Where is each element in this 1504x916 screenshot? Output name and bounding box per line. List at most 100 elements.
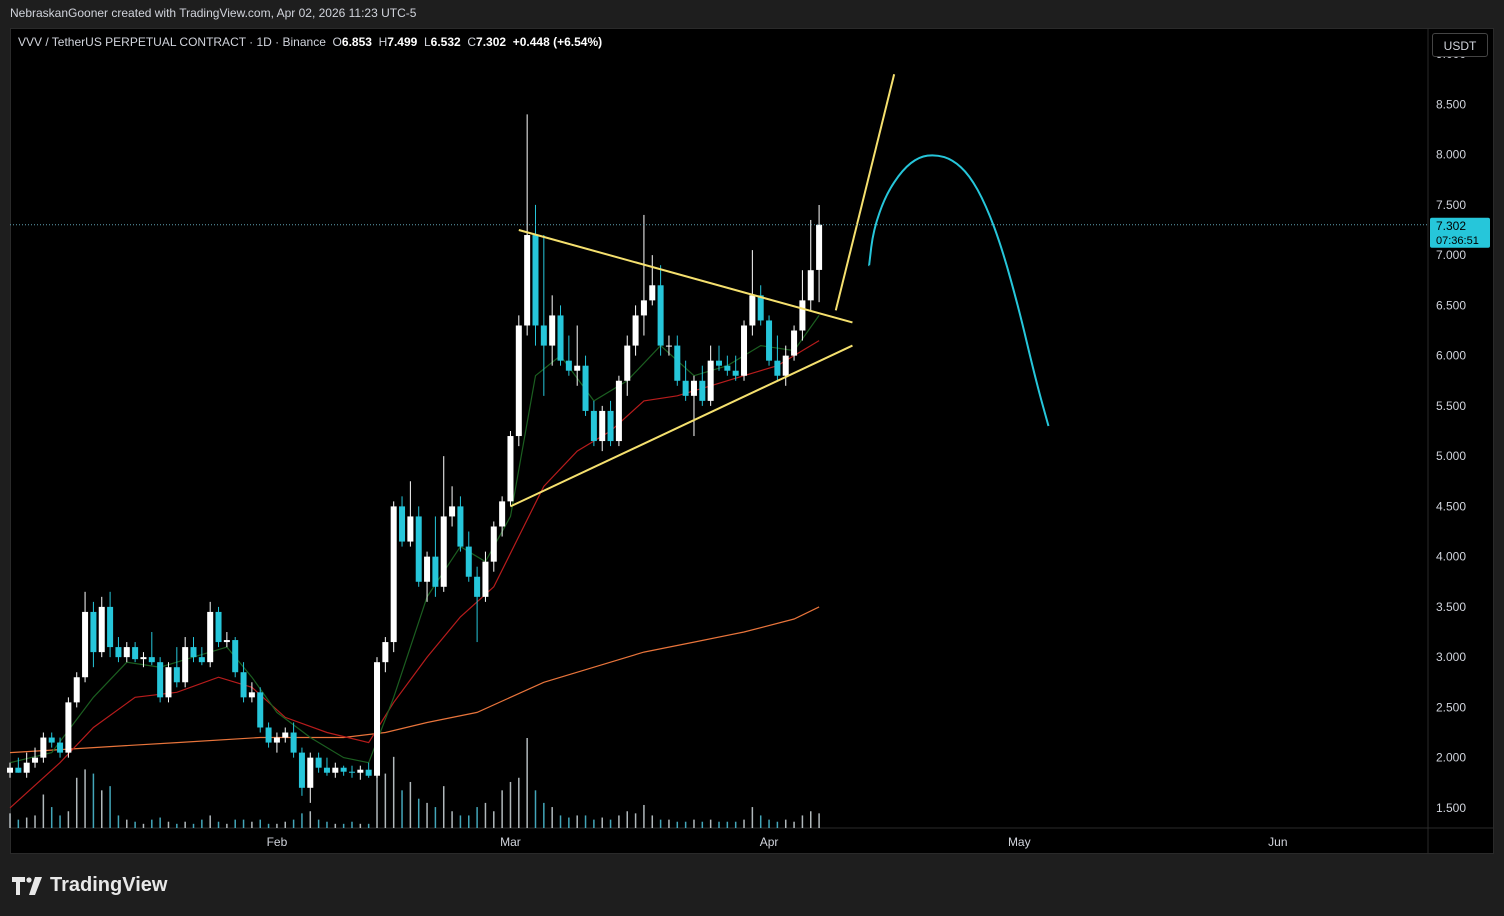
drawings[interactable] — [10, 73, 1428, 508]
candle-body[interactable] — [640, 300, 647, 316]
candle-body[interactable] — [757, 295, 764, 321]
candle-body[interactable] — [766, 320, 773, 361]
brand-logo[interactable]: TradingView — [12, 874, 167, 897]
candle-body[interactable] — [98, 606, 105, 653]
candle-body[interactable] — [615, 380, 622, 442]
candle-body[interactable] — [115, 647, 122, 658]
trendline[interactable] — [510, 344, 853, 508]
price-axis[interactable]: 9.0008.5008.0007.5007.0006.5006.0005.500… — [1436, 47, 1466, 815]
candle-body[interactable] — [273, 737, 280, 743]
candle-body[interactable] — [807, 270, 814, 301]
candles[interactable] — [6, 114, 823, 803]
candle-body[interactable] — [499, 501, 506, 527]
candle-body[interactable] — [73, 677, 80, 703]
candle-body[interactable] — [198, 657, 205, 663]
candle-body[interactable] — [340, 767, 347, 772]
candle-body[interactable] — [665, 345, 672, 347]
candle-body[interactable] — [749, 295, 756, 326]
candle-body[interactable] — [248, 692, 255, 698]
candle-body[interactable] — [132, 647, 139, 660]
trendline[interactable] — [834, 73, 896, 311]
candle-body[interactable] — [540, 325, 547, 346]
candle-body[interactable] — [732, 370, 739, 376]
candle-body[interactable] — [607, 410, 614, 442]
candle-body[interactable] — [390, 506, 397, 643]
candle-body[interactable] — [682, 380, 689, 396]
candle-body[interactable] — [582, 365, 589, 411]
candle-body[interactable] — [674, 345, 681, 381]
candle-body[interactable] — [40, 737, 47, 758]
candle-body[interactable] — [207, 611, 214, 663]
candle-body[interactable] — [715, 360, 723, 366]
candle-body[interactable] — [574, 365, 581, 371]
candle-body[interactable] — [23, 762, 30, 773]
candle-body[interactable] — [690, 380, 697, 396]
candle-body[interactable] — [741, 325, 748, 376]
candle-body[interactable] — [465, 546, 472, 577]
candle-body[interactable] — [699, 380, 706, 401]
candle-body[interactable] — [307, 757, 314, 788]
candle-body[interactable] — [182, 647, 189, 683]
candle-body[interactable] — [791, 330, 798, 356]
candle-body[interactable] — [482, 561, 489, 597]
candle-body[interactable] — [365, 769, 372, 776]
candle-body[interactable] — [374, 662, 381, 776]
candle-body[interactable] — [148, 657, 155, 663]
candle-body[interactable] — [399, 506, 406, 542]
candle-body[interactable] — [415, 516, 422, 582]
candle-body[interactable] — [315, 757, 322, 768]
candle-body[interactable] — [348, 771, 355, 773]
candle-body[interactable] — [290, 732, 297, 753]
candle-body[interactable] — [257, 692, 264, 728]
candle-body[interactable] — [48, 737, 55, 743]
candle-body[interactable] — [440, 516, 447, 587]
candle-body[interactable] — [424, 556, 431, 582]
candle-body[interactable] — [157, 662, 164, 698]
candle-body[interactable] — [382, 642, 389, 663]
candle-body[interactable] — [724, 365, 731, 371]
candle-body[interactable] — [357, 769, 364, 773]
time-axis[interactable]: Feb Mar Apr May Jun — [267, 835, 1288, 849]
candle-body[interactable] — [657, 285, 664, 346]
candle-body[interactable] — [524, 235, 531, 326]
candle-body[interactable] — [215, 611, 222, 643]
candle-body[interactable] — [232, 640, 239, 673]
candle-body[interactable] — [632, 315, 639, 346]
candle-body[interactable] — [432, 556, 439, 587]
candle-body[interactable] — [15, 767, 22, 773]
currency-unit-button[interactable]: USDT — [1432, 33, 1488, 57]
candle-body[interactable] — [6, 767, 14, 773]
candle-body[interactable] — [190, 647, 197, 658]
candle-body[interactable] — [107, 606, 114, 648]
candle-body[interactable] — [449, 506, 456, 517]
candle-body[interactable] — [457, 506, 464, 547]
candle-body[interactable] — [707, 360, 714, 401]
candle-body[interactable] — [265, 727, 272, 743]
candle-body[interactable] — [282, 732, 289, 738]
candle-body[interactable] — [515, 325, 522, 437]
candle-body[interactable] — [816, 224, 823, 270]
candle-body[interactable] — [323, 767, 330, 773]
trendline[interactable] — [518, 229, 853, 324]
projection-curve[interactable] — [868, 154, 1050, 427]
candle-body[interactable] — [649, 285, 656, 301]
candle-body[interactable] — [32, 757, 39, 763]
candle-body[interactable] — [57, 742, 64, 753]
candle-body[interactable] — [123, 647, 130, 658]
candle-body[interactable] — [799, 300, 806, 331]
candle-body[interactable] — [474, 576, 481, 597]
candle-body[interactable] — [332, 767, 339, 773]
candle-body[interactable] — [223, 640, 230, 643]
candle-body[interactable] — [140, 657, 147, 660]
candle-body[interactable] — [490, 526, 497, 562]
candle-body[interactable] — [599, 410, 606, 442]
candle-body[interactable] — [532, 235, 539, 326]
candle-body[interactable] — [782, 355, 789, 376]
candle-body[interactable] — [590, 410, 597, 442]
candle-body[interactable] — [165, 667, 172, 698]
candle-body[interactable] — [90, 611, 97, 653]
candle-body[interactable] — [407, 516, 414, 542]
candle-body[interactable] — [549, 315, 556, 346]
candle-body[interactable] — [240, 672, 247, 698]
